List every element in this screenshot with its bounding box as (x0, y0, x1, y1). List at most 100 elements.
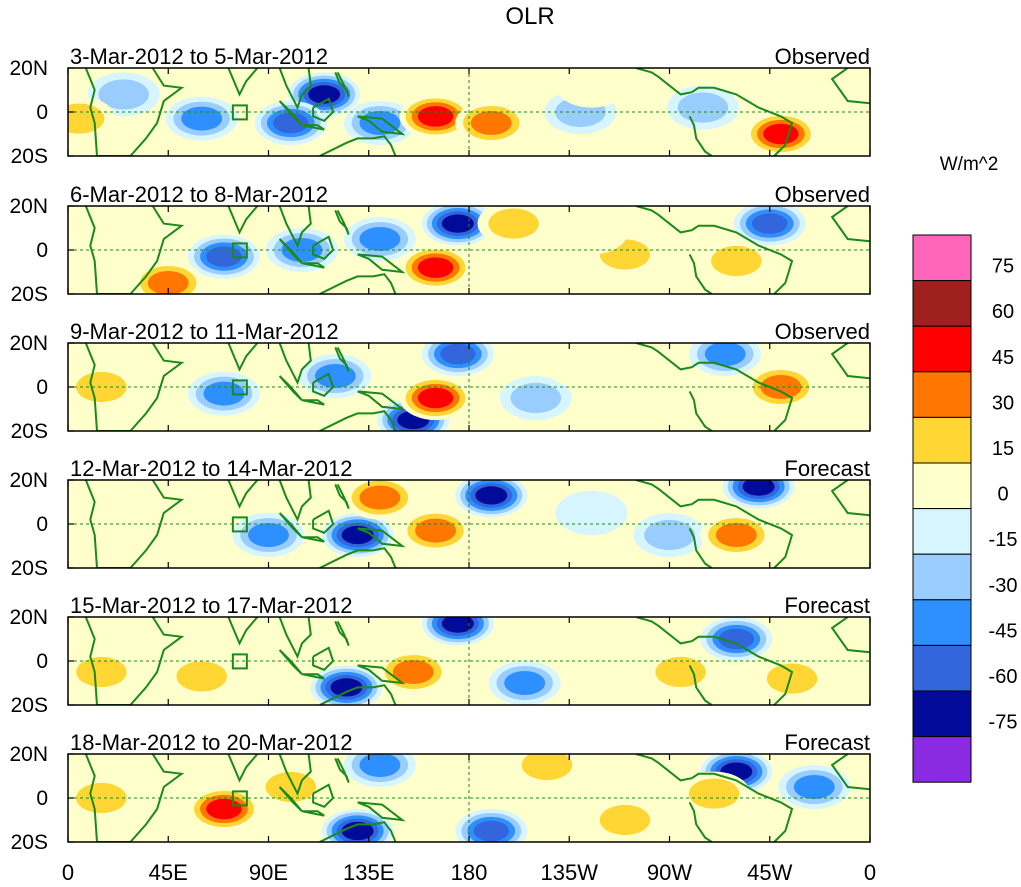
anomaly-contour (68, 103, 105, 134)
panel-status: Observed (775, 182, 870, 207)
colorbar-label: 45 (992, 347, 1014, 369)
anomaly-contour (330, 678, 363, 697)
y-tick-label: 0 (36, 787, 48, 810)
y-tick-label: 20N (9, 332, 48, 355)
coastline (319, 684, 397, 705)
colorbar-swatch (912, 690, 972, 738)
coastline (312, 646, 335, 671)
anomaly-contour (752, 213, 788, 234)
anomaly-contour (417, 387, 454, 409)
anomaly-contour (281, 238, 323, 262)
coastline (334, 620, 350, 646)
anomaly-contour (441, 214, 474, 233)
coastline (357, 390, 406, 411)
coastline (319, 410, 397, 431)
colorbar-swatch (912, 508, 972, 555)
coastline (84, 617, 185, 705)
anomaly-contour (359, 754, 401, 777)
coastline (319, 273, 397, 294)
coastline (688, 527, 713, 568)
anomaly-contour (76, 656, 127, 688)
anomaly-contour (273, 112, 309, 134)
coastline (688, 664, 713, 705)
coastline (197, 206, 259, 235)
coastline (84, 754, 185, 842)
coastline (319, 547, 397, 568)
panel-period: 15-Mar-2012 to 17-Mar-2012 (70, 593, 352, 618)
coastline (870, 378, 899, 431)
coastline (870, 515, 899, 568)
coastline (688, 801, 713, 842)
coastline (357, 253, 406, 274)
coastline (197, 343, 259, 372)
anomaly-contour (176, 661, 227, 692)
coastline (635, 617, 794, 705)
anomaly-contour (644, 519, 695, 551)
panel-period: 9-Mar-2012 to 11-Mar-2012 (70, 319, 339, 344)
colorbar-swatch (912, 644, 972, 692)
anomaly-contour (763, 123, 799, 145)
anomaly-contour (415, 518, 457, 543)
coastline (830, 343, 870, 380)
anomaly-contour (359, 485, 401, 510)
coastline (334, 346, 350, 372)
panel-period: 3-Mar-2012 to 5-Mar-2012 (70, 44, 328, 69)
coastline (688, 115, 713, 156)
coastline (312, 509, 335, 534)
anomaly-contour (76, 371, 127, 403)
panel-2: 20N 0 20S 6-Mar-2012 to 8-Mar-2012 Observed (9, 182, 871, 306)
anomaly-contour (473, 820, 510, 842)
anomaly-contour (555, 68, 628, 108)
anomaly-contour (147, 271, 189, 294)
colorbar-label: 0 (997, 484, 1008, 506)
coastline (319, 821, 397, 842)
coastline (84, 68, 185, 156)
colorbar-units: W/m^2 (940, 154, 999, 175)
colorbar-label: 30 (992, 392, 1014, 414)
anomaly-contour (766, 663, 818, 694)
coastline (319, 135, 397, 156)
coastline (635, 480, 794, 568)
colorbar-label: 15 (992, 438, 1014, 460)
anomaly-contour (688, 778, 740, 809)
coastline (197, 68, 259, 97)
coastline (301, 399, 325, 406)
coastline (301, 124, 325, 131)
coastline (635, 754, 794, 842)
coastline (84, 343, 185, 431)
colorbar-label: -75 (989, 712, 1018, 734)
coastline (278, 206, 312, 249)
y-tick-label: 0 (36, 650, 48, 673)
panel-status: Observed (775, 44, 870, 69)
coastline (278, 343, 312, 386)
anomaly-contour (718, 628, 755, 650)
coastline (197, 754, 259, 783)
x-tick-label: 135E (343, 860, 394, 885)
anomaly-contour (132, 491, 205, 535)
coastline (197, 617, 259, 646)
anomaly-contour (793, 775, 835, 799)
colorbar-swatch (912, 280, 972, 327)
colorbar-label: -45 (989, 620, 1018, 642)
anomaly-contour (206, 798, 242, 820)
anomaly-contour (742, 480, 775, 496)
y-tick-label: 20N (9, 743, 48, 766)
x-tick-label: 90E (249, 860, 288, 885)
coastline (688, 253, 713, 294)
colorbar-swatch (912, 599, 972, 646)
coastline (688, 390, 713, 431)
anomaly-contour (544, 617, 617, 657)
coastline (870, 789, 899, 842)
anomaly-contour (314, 364, 356, 388)
colorbar-label: -30 (989, 575, 1018, 597)
anomaly-contour (544, 343, 617, 387)
coastline (334, 209, 350, 235)
coastline (301, 673, 325, 680)
coastline (357, 664, 406, 685)
y-tick-label: 20N (9, 57, 48, 80)
coastline (357, 115, 406, 136)
panel-3: 20N 0 20S 9-Mar-2012 to 11-Mar-2012 Observed (9, 319, 899, 443)
y-tick-label: 20S (11, 420, 48, 443)
anomaly-contour (599, 804, 651, 836)
coastline (312, 97, 335, 122)
